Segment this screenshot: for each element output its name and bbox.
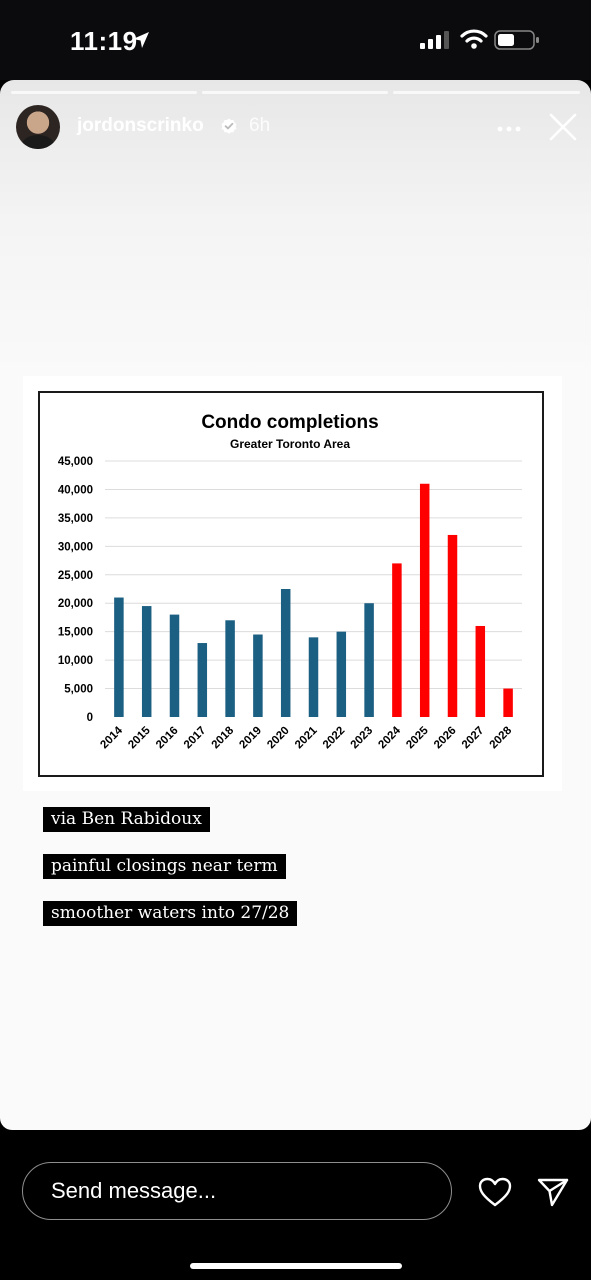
bar-2025 — [419, 483, 430, 717]
caption-near-term: painful closings near term — [43, 854, 286, 879]
bar-2024 — [392, 563, 402, 717]
y-tick-label: 40,000 — [58, 484, 93, 496]
heart-icon[interactable] — [478, 1177, 512, 1207]
chart-subtitle: Greater Toronto Area — [230, 437, 350, 451]
x-tick-label: 2021 — [293, 724, 320, 751]
x-tick-label: 2015 — [126, 724, 153, 751]
y-tick-label: 20,000 — [58, 598, 93, 610]
caption-outlook: smoother waters into 27/28 — [43, 901, 298, 926]
bar-2016 — [169, 614, 180, 717]
bar-2014 — [114, 597, 124, 717]
x-tick-label: 2016 — [154, 725, 181, 752]
x-tick-label: 2023 — [349, 725, 376, 752]
bar-2027 — [475, 625, 486, 717]
bar-2017 — [197, 643, 208, 717]
send-message-input[interactable] — [22, 1162, 452, 1220]
x-tick-label: 2024 — [376, 724, 403, 751]
x-tick-label: 2020 — [265, 725, 292, 752]
bar-2022 — [336, 631, 347, 717]
status-time: 11:19 — [70, 26, 138, 56]
y-tick-label: 5,000 — [64, 684, 93, 696]
bar-2020 — [280, 589, 291, 717]
y-tick-label: 10,000 — [58, 655, 93, 667]
story-time-ago: 6h — [249, 115, 271, 136]
location-arrow-icon — [133, 32, 149, 48]
cellular-signal-icon — [420, 31, 449, 49]
paper-plane-send-icon[interactable] — [537, 1177, 569, 1207]
wifi-icon — [460, 29, 488, 49]
bar-2021 — [308, 637, 319, 717]
more-options-icon[interactable] — [497, 126, 521, 132]
bar-2015 — [141, 606, 152, 717]
username[interactable]: jordonscrinko — [77, 115, 204, 136]
bar-2028 — [503, 688, 513, 717]
x-tick-label: 2019 — [237, 725, 264, 752]
bar-2026 — [447, 534, 458, 717]
x-tick-label: 2017 — [182, 725, 209, 752]
x-tick-label: 2027 — [460, 725, 487, 752]
story-progress-2 — [202, 91, 388, 94]
story-view: jordonscrinko 6h Condo completions Great… — [0, 80, 591, 1130]
bar-2019 — [253, 634, 263, 717]
y-tick-label: 30,000 — [58, 541, 93, 553]
bar-2018 — [225, 620, 235, 717]
chart-frame: Condo completions Greater Toronto Area 0… — [38, 391, 544, 777]
battery-icon — [494, 30, 539, 50]
x-tick-label: 2018 — [210, 724, 237, 751]
status-bar: 11:19 — [0, 0, 591, 80]
story-progress-3 — [393, 91, 580, 94]
x-tick-label: 2026 — [432, 725, 459, 752]
y-tick-label: 25,000 — [58, 570, 93, 582]
bar-2023 — [364, 603, 374, 717]
y-tick-label: 45,000 — [58, 456, 93, 468]
home-indicator — [190, 1263, 402, 1269]
story-progress-1 — [11, 91, 197, 94]
x-tick-label: 2014 — [98, 724, 125, 751]
bottom-bar — [0, 1130, 591, 1280]
x-tick-label: 2028 — [488, 724, 515, 751]
y-tick-label: 0 — [87, 712, 93, 724]
verified-badge-icon — [221, 118, 237, 134]
chart-title: Condo completions — [201, 412, 378, 433]
y-tick-label: 15,000 — [58, 627, 93, 639]
x-tick-label: 2022 — [321, 725, 348, 752]
chart-image: Condo completions Greater Toronto Area 0… — [23, 376, 562, 791]
bar-chart: Condo completions Greater Toronto Area 0… — [58, 412, 522, 752]
avatar[interactable] — [16, 105, 60, 149]
close-icon[interactable] — [549, 113, 577, 141]
caption-source: via Ben Rabidoux — [43, 807, 210, 832]
x-tick-label: 2025 — [404, 724, 431, 751]
y-tick-label: 35,000 — [58, 513, 93, 525]
